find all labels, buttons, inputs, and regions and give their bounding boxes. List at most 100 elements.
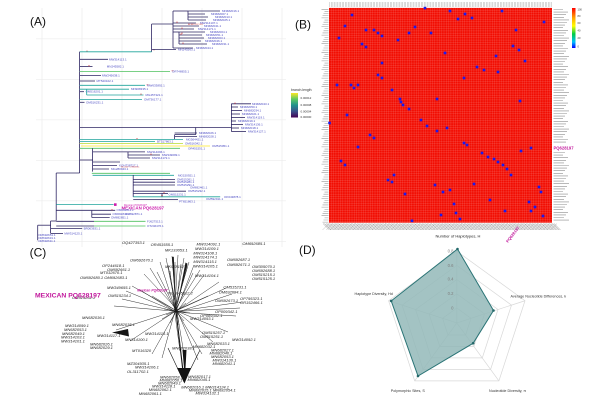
svg-text:99: 99 xyxy=(140,94,142,96)
svg-text:MN682026.1: MN682026.1 xyxy=(90,342,113,347)
svg-text:MN682038.1: MN682038.1 xyxy=(172,346,195,351)
svg-text:100: 100 xyxy=(578,8,583,12)
svg-text:OM692687.1: OM692687.1 xyxy=(227,257,250,262)
svg-text:99: 99 xyxy=(172,71,174,73)
svg-text:0: 0 xyxy=(578,45,580,49)
svg-text:OM692461.1: OM692461.1 xyxy=(190,186,208,190)
svg-text:OM515251.1: OM515251.1 xyxy=(200,334,223,339)
svg-text:MN682036.1: MN682036.1 xyxy=(82,315,105,320)
svg-text:OR451551.1: OR451551.1 xyxy=(188,146,205,150)
svg-text:99: 99 xyxy=(147,84,149,86)
svg-text:branch.length: branch.length xyxy=(291,88,312,92)
svg-text:MW314172.1: MW314172.1 xyxy=(152,156,170,160)
svg-text:MN682050.1: MN682050.1 xyxy=(240,105,258,109)
svg-text:OM692841.1: OM692841.1 xyxy=(113,212,131,216)
svg-text:MW245638.1: MW245638.1 xyxy=(102,74,120,78)
svg-text:MN245563.1: MN245563.1 xyxy=(178,48,196,52)
svg-text:OP244618.1: OP244618.1 xyxy=(102,263,124,268)
svg-text:OM515231.1: OM515231.1 xyxy=(169,193,187,197)
svg-text:MK133053.1: MK133053.1 xyxy=(165,247,188,252)
svg-text:MN682026.1: MN682026.1 xyxy=(199,131,217,135)
svg-text:OM692871.1: OM692871.1 xyxy=(125,212,143,216)
svg-text:99: 99 xyxy=(150,154,152,156)
svg-text:0: 0 xyxy=(451,305,454,310)
svg-text:OM515262.1: OM515262.1 xyxy=(72,295,95,300)
svg-text:MK978157.1: MK978157.1 xyxy=(165,264,188,269)
svg-text:99: 99 xyxy=(153,49,155,51)
svg-text:MN682019.1: MN682019.1 xyxy=(238,119,256,123)
svg-text:OM692688.1: OM692688.1 xyxy=(252,268,275,273)
svg-text:MN682028.1: MN682028.1 xyxy=(199,135,217,139)
svg-text:MN682003.1: MN682003.1 xyxy=(208,36,226,40)
svg-text:MW314104.1: MW314104.1 xyxy=(195,273,219,278)
svg-text:MN682044.1: MN682044.1 xyxy=(196,46,214,50)
svg-text:MN682062.1: MN682062.1 xyxy=(149,387,172,392)
svg-text:BETA1 1417 CE 1: BETA1 1417 CE 1 xyxy=(188,23,203,26)
svg-text:MN682040.1: MN682040.1 xyxy=(210,351,233,356)
svg-text:MN682021.1: MN682021.1 xyxy=(242,112,260,116)
svg-text:80: 80 xyxy=(578,14,581,18)
svg-text:MT016320: MT016320 xyxy=(132,348,152,353)
svg-text:MN682016.1: MN682016.1 xyxy=(222,9,240,13)
svg-text:MW314130.1: MW314130.1 xyxy=(213,358,237,363)
svg-text:OM692680.1 OM692683.1: OM692680.1 OM692683.1 xyxy=(80,275,127,280)
svg-text:MW349099.1: MW349099.1 xyxy=(162,153,180,157)
svg-text:MW314101.1: MW314101.1 xyxy=(61,339,85,344)
svg-text:MG564421.1: MG564421.1 xyxy=(186,137,204,141)
svg-text:0.6: 0.6 xyxy=(448,263,454,268)
svg-text:OM692851.1: OM692851.1 xyxy=(111,216,129,220)
svg-text:MN682049.1: MN682049.1 xyxy=(62,331,85,336)
svg-text:OR152466.1: OR152466.1 xyxy=(240,300,263,305)
svg-text:MN682046.1: MN682046.1 xyxy=(205,39,223,43)
svg-text:MN682017.1: MN682017.1 xyxy=(188,374,211,379)
svg-text:MT520102.1: MT520102.1 xyxy=(97,79,114,83)
svg-text:MW314118.1: MW314118.1 xyxy=(152,383,176,388)
svg-text:OM692651.1: OM692651.1 xyxy=(38,233,56,237)
svg-text:OM736177.1: OM736177.1 xyxy=(144,98,162,102)
svg-text:MW633892.1: MW633892.1 xyxy=(147,83,165,87)
svg-text:BR063631.1: BR063631.1 xyxy=(84,227,101,231)
svg-text:OM515291.1: OM515291.1 xyxy=(177,183,195,187)
svg-text:MW314127.1: MW314127.1 xyxy=(248,130,266,134)
svg-text:MN682033.1: MN682033.1 xyxy=(207,341,230,346)
svg-text:OM516201.1: OM516201.1 xyxy=(86,90,104,94)
svg-text:OM692661.1: OM692661.1 xyxy=(107,267,130,272)
svg-text:MN682045.1: MN682045.1 xyxy=(188,377,211,382)
svg-text:MW314115.1: MW314115.1 xyxy=(193,259,217,264)
svg-text:OL311702.1: OL311702.1 xyxy=(127,369,149,374)
svg-text:0.4: 0.4 xyxy=(448,277,454,282)
svg-text:MW314096.1: MW314096.1 xyxy=(147,150,165,154)
svg-text:WL 2047 / UT86474.1: WL 2047 / UT86474.1 xyxy=(121,167,139,169)
svg-text:OQ427353.1: OQ427353.1 xyxy=(122,240,145,245)
svg-text:MW314132.1: MW314132.1 xyxy=(196,390,220,395)
svg-text:MG150921.1: MG150921.1 xyxy=(178,173,196,177)
svg-text:99: 99 xyxy=(88,65,90,67)
svg-text:KON738727.1: KON738727.1 xyxy=(119,164,138,168)
svg-text:MW314105.1: MW314105.1 xyxy=(194,263,218,268)
svg-text:MW314106.1: MW314106.1 xyxy=(135,365,159,370)
svg-text:0.2: 0.2 xyxy=(448,291,454,296)
svg-text:(D): (D) xyxy=(299,243,316,257)
svg-text:MN682027.1: MN682027.1 xyxy=(211,348,234,353)
svg-text:MN682031.1: MN682031.1 xyxy=(212,42,230,46)
svg-text:MT032670.1: MT032670.1 xyxy=(100,270,122,275)
svg-text:MN682029.1: MN682029.1 xyxy=(90,345,113,350)
svg-text:MN682004.1: MN682004.1 xyxy=(210,30,228,34)
svg-text:OM692611.1: OM692611.1 xyxy=(38,239,55,243)
svg-text:99: 99 xyxy=(182,43,184,45)
svg-text:OP089342.1: OP089342.1 xyxy=(200,313,222,318)
svg-text:MN682032.1: MN682032.1 xyxy=(193,344,216,349)
svg-text:Mexican PQ628197: Mexican PQ628197 xyxy=(137,289,169,293)
svg-text:MN314100.1: MN314100.1 xyxy=(125,337,148,342)
svg-text:OM692670.1: OM692670.1 xyxy=(130,258,153,263)
svg-text:99: 99 xyxy=(181,33,183,35)
svg-text:MN682053.1: MN682053.1 xyxy=(211,354,234,359)
svg-text:MN908335.1: MN908335.1 xyxy=(131,87,149,91)
svg-text:OM692684.1: OM692684.1 xyxy=(219,289,242,294)
svg-text:OM692685.1: OM692685.1 xyxy=(242,241,265,246)
svg-text:MW314113.1: MW314113.1 xyxy=(109,57,127,61)
svg-text:Nucleotide Diversity, π: Nucleotide Diversity, π xyxy=(489,389,526,393)
svg-text:0.00008: 0.00008 xyxy=(301,103,312,107)
svg-text:OK643878.1: OK643878.1 xyxy=(224,195,241,199)
svg-text:MN682061.1: MN682061.1 xyxy=(139,391,162,396)
